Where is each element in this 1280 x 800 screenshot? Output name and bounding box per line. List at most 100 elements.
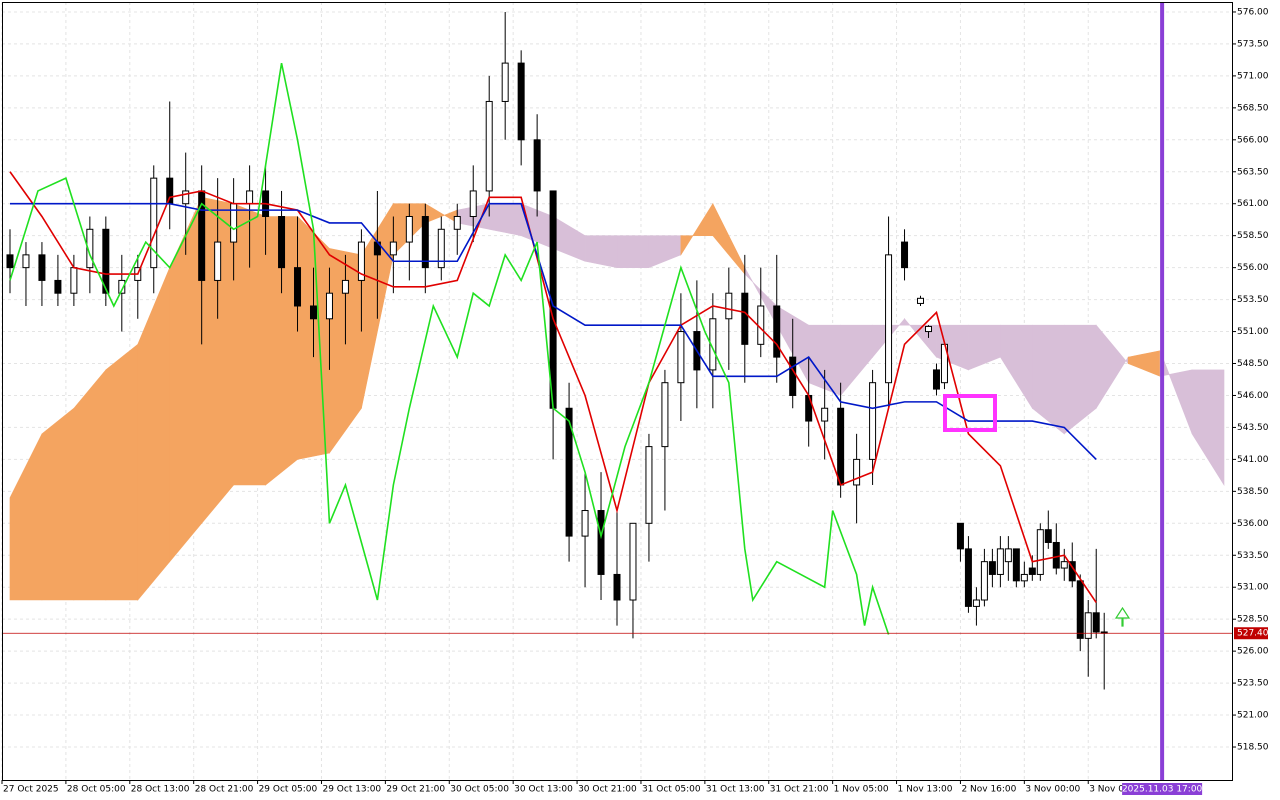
candle-body — [1076, 580, 1084, 639]
candle-body — [1028, 567, 1036, 575]
candle-body — [964, 548, 972, 607]
candle-body — [278, 216, 286, 269]
candle-body — [1012, 548, 1020, 582]
y-tick-label: 556.00 — [1237, 263, 1269, 273]
y-tick-label: 526.00 — [1237, 647, 1269, 657]
indicator-line — [9, 202, 1097, 460]
candle-body — [150, 177, 158, 269]
x-tick-label: 29 Oct 21:00 — [386, 785, 445, 795]
y-tick-label: 571.00 — [1237, 71, 1269, 81]
candle-body — [533, 139, 541, 192]
candle-body — [517, 62, 525, 141]
candle-body — [917, 297, 925, 304]
x-tick-label: 29 Oct 05:00 — [259, 785, 318, 795]
y-tick-label: 533.50 — [1237, 551, 1269, 561]
candle-body — [1020, 573, 1028, 582]
candle-body — [677, 331, 685, 384]
candle-body — [1052, 541, 1060, 569]
y-tick-label: 521.00 — [1237, 711, 1269, 721]
x-tick-label: 1 Nov 05:00 — [834, 785, 889, 795]
cloud-segment — [616, 235, 650, 268]
candle-body — [182, 190, 190, 205]
candle-body — [773, 305, 781, 358]
indicator-line — [9, 62, 890, 635]
x-tick-label: 30 Oct 13:00 — [514, 785, 573, 795]
candle-body — [1060, 561, 1068, 569]
x-tick-label: 31 Oct 21:00 — [770, 785, 829, 795]
cloud-segment — [1191, 369, 1225, 487]
y-tick-label: 528.50 — [1237, 615, 1269, 625]
x-tick-label: 3 Nov 08:00 — [1089, 785, 1144, 795]
candle-body — [980, 561, 988, 601]
candle-body — [246, 190, 254, 205]
candle-body — [661, 382, 669, 448]
candle-body — [1044, 529, 1052, 543]
price-label: 527.40 — [1237, 629, 1269, 639]
candle-body — [613, 573, 621, 601]
y-tick-label: 543.50 — [1237, 423, 1269, 433]
candle-body — [1036, 529, 1044, 575]
candle-body — [421, 216, 429, 269]
x-tick-label: 28 Oct 21:00 — [195, 785, 254, 795]
candle-body — [932, 369, 940, 390]
candle-body — [485, 100, 493, 192]
buy-arrow — [1114, 606, 1131, 627]
x-tick-label: 28 Oct 05:00 — [67, 785, 126, 795]
candle-body — [972, 599, 980, 607]
y-tick-label: 576.00 — [1237, 7, 1269, 17]
candle-body — [309, 305, 317, 320]
candle-body — [325, 292, 333, 320]
y-tick-label: 551.00 — [1237, 327, 1269, 337]
candle-body — [741, 292, 749, 345]
y-tick-label: 573.50 — [1237, 39, 1269, 49]
candle-body — [214, 241, 222, 281]
y-tick-label: 548.50 — [1237, 359, 1269, 369]
candle-body — [294, 267, 302, 307]
candle-body — [469, 190, 477, 218]
candle-body — [725, 292, 733, 320]
candle-body — [405, 216, 413, 243]
candle-body — [22, 254, 30, 269]
y-tick-label: 538.50 — [1237, 487, 1269, 497]
indicator-line — [9, 171, 1097, 604]
indicator-lines — [9, 62, 1097, 635]
x-tick-label: 31 Oct 05:00 — [642, 785, 701, 795]
y-tick-label: 518.50 — [1237, 743, 1269, 753]
candle-body — [789, 356, 797, 396]
x-tick-label: 2 Nov 16:00 — [961, 785, 1016, 795]
candle-body — [901, 241, 909, 269]
cloud-segment — [73, 369, 107, 601]
candle-body — [821, 407, 829, 422]
candle-body — [597, 510, 605, 575]
highlight-box — [943, 394, 997, 432]
candle-body — [341, 279, 349, 294]
candle-body — [709, 318, 717, 371]
y-tick-label: 536.00 — [1237, 519, 1269, 529]
y-tick-label: 561.00 — [1237, 199, 1269, 209]
candle-body — [357, 241, 365, 281]
candle-body — [54, 279, 62, 294]
x-tick-label: 30 Oct 21:00 — [578, 785, 637, 795]
candle-body — [437, 228, 445, 269]
y-tick-label: 531.00 — [1237, 583, 1269, 593]
y-tick-label: 566.00 — [1237, 135, 1269, 145]
candle-body — [837, 407, 845, 486]
axes: 518.50 521.00 523.50 526.00 528.50 531.00 533.… — [1, 7, 1269, 795]
candle-body — [565, 407, 573, 537]
y-tick-label: 568.50 — [1237, 103, 1269, 113]
y-tick-label: 523.50 — [1237, 679, 1269, 689]
y-tick-label: 563.50 — [1237, 167, 1269, 177]
candle-body — [629, 522, 637, 601]
candles — [6, 11, 1108, 690]
candle-body — [1084, 612, 1092, 639]
y-tick-label: 546.00 — [1237, 391, 1269, 401]
cloud-segment — [105, 343, 139, 601]
cloud-segment — [41, 407, 75, 601]
candle-body — [853, 458, 861, 486]
candle-body — [86, 228, 94, 269]
candle-body — [453, 216, 461, 230]
candle-body — [6, 254, 14, 269]
candle-body — [501, 62, 509, 102]
